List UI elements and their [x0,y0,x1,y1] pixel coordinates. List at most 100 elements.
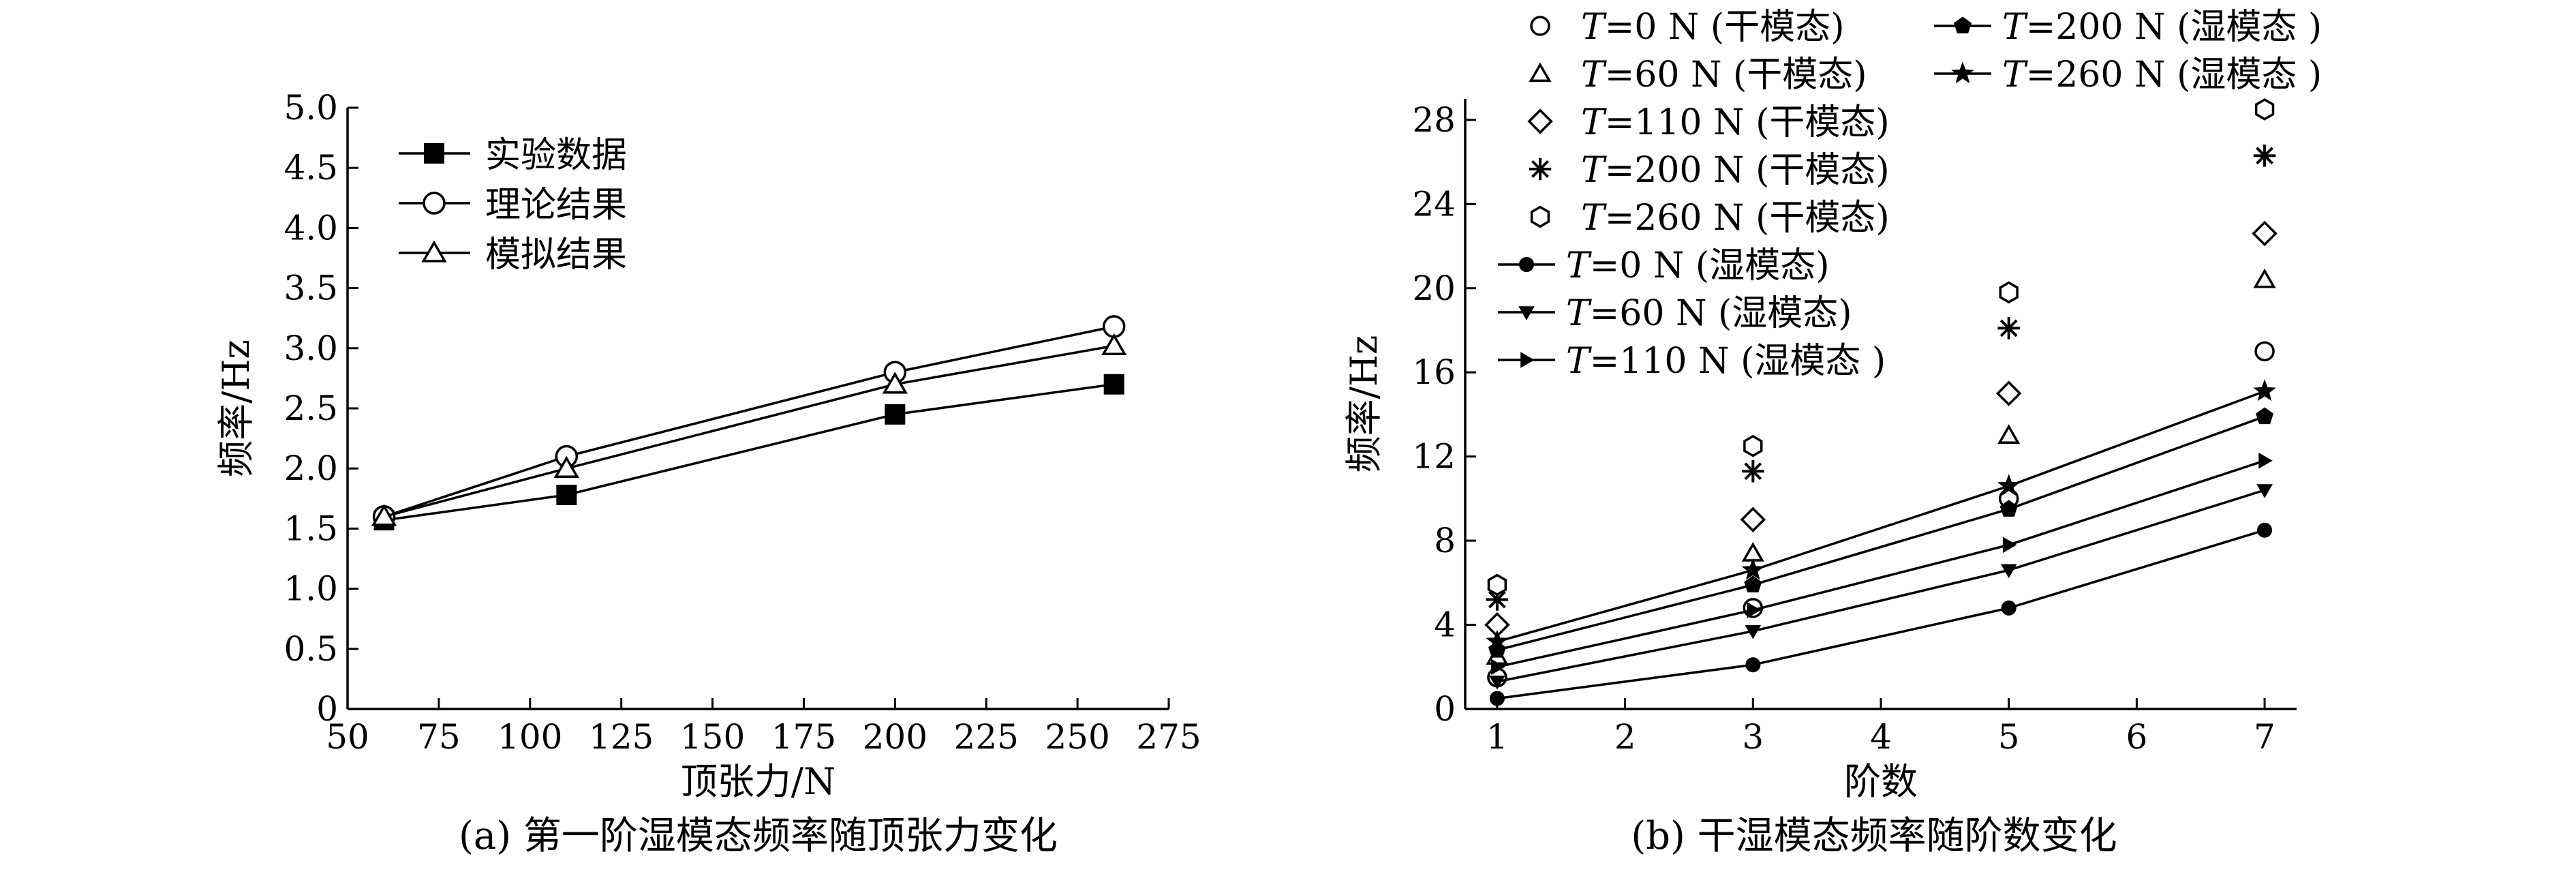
y-tick-label: 0 [316,689,338,729]
x-tick-label: 275 [1136,717,1201,757]
legend-marker [1951,61,1974,84]
legend-marker [1530,16,1550,36]
x-tick-label: 100 [497,717,562,757]
legend-item: T=0 N (干模态) [1530,7,1844,48]
legend-label-italic: T [1581,198,1607,239]
legend-item: 理论结果 [399,185,627,226]
chart-a: 50 75 100 125 150 175 200 225 250 275 0 0.5 1.0 1.5 2.… [215,88,1201,858]
series-1 [373,374,1124,531]
figure-caption: (b) 干湿模态频率随阶数变化 [1631,814,2117,858]
series-1 [1487,341,2275,688]
legend-marker [423,192,446,215]
legend-label: T=0 N (湿模态) [1566,245,1829,286]
legend-marker [1530,205,1550,228]
series-6 [1489,522,2273,706]
legend-marker [1518,256,1535,273]
legend-label-italic: T [2002,7,2028,48]
series-line [1497,390,2265,643]
series-4 [1486,145,2276,611]
series-3 [1484,220,2278,638]
y-tick-label: 3.5 [283,269,338,308]
legend-label: T=60 N (干模态) [1581,55,1867,95]
data-point [2001,600,2017,616]
asterisk-stroke [2256,147,2273,165]
legend-marker [424,143,444,164]
legend-label: T=110 N (湿模态 ) [1566,341,1886,382]
data-point [2000,564,2017,578]
legend-label: T=200 N (干模态) [1581,150,1890,191]
x-tick-label: 150 [680,717,745,757]
legend-label-italic: T [1566,293,1592,334]
y-tick-label: 24 [1412,184,1456,224]
data-point [1747,602,1761,618]
data-point [1486,629,1509,652]
legend-label-italic: T [1581,102,1607,143]
legend-label-italic: T [1581,55,1607,95]
y-tick-label: 3.0 [283,329,338,368]
data-point [2254,341,2275,362]
data-point [1741,542,1764,562]
legend-label-rest: =60 N (干模态) [1605,55,1867,95]
legend-marker [421,240,447,262]
legend-item: T=60 N (湿模态) [1498,293,1852,334]
y-tick-label: 2.5 [283,389,338,428]
data-point [1999,281,2019,304]
y-axis-label: 频率/Hz [1343,335,1385,473]
data-point [2257,522,2273,538]
x-tick-label: 3 [1742,717,1764,757]
y-tick-label: 28 [1412,100,1456,140]
data-point [882,372,908,394]
data-point [371,504,397,526]
legend-label-rest: =260 N (湿模态 ) [2026,55,2322,95]
data-point [885,404,906,425]
data-point [1103,374,1124,395]
legend-label-rest: =260 N (干模态) [1605,198,1890,239]
asterisk-stroke [1488,590,1506,609]
data-point [2253,268,2276,288]
legend: T=0 N (干模态)T=60 N (干模态)T=110 N (干模态)T=20… [1498,7,2322,382]
legend-label: 模拟结果 [485,235,627,275]
data-point [556,485,577,506]
x-tick-label: 1 [1486,717,1508,757]
series-line [384,382,1114,522]
legend-marker [1518,306,1535,320]
legend-marker [1527,108,1553,134]
legend-label: T=60 N (湿模态) [1566,293,1852,334]
y-tick-label: 1.5 [283,509,338,548]
legend-label-italic: T [1566,245,1592,286]
x-axis-label: 顶张力/N [681,760,835,803]
legend-label-italic: T [1581,150,1607,191]
x-tick-label: 75 [417,717,461,757]
data-point [2258,453,2273,469]
data-point [1999,500,2018,517]
x-tick-label: 4 [1870,717,1892,757]
data-point [1740,507,1766,532]
legend-marker [1529,62,1552,82]
legend-item: T=260 N (干模态) [1530,198,1890,239]
legend-label-rest: =0 N (干模态) [1605,7,1845,48]
data-point [1745,657,1761,673]
data-point [1745,625,1762,639]
legend-label-rest: =110 N (湿模态 ) [1590,341,1886,382]
y-tick-label: 0 [1434,689,1456,729]
x-tick-label: 175 [771,717,836,757]
x-axis-label: 阶数 [1844,760,1918,803]
y-tick-label: 5.0 [283,88,338,127]
data-point [1487,573,1507,596]
x-tick-label: 250 [1045,717,1109,757]
legend-label-rest: =110 N (干模态) [1605,102,1890,143]
y-tick-label: 4.0 [283,208,338,247]
legend-marker [1529,157,1552,181]
legend-label: T=0 N (干模态) [1581,7,1844,48]
legend-label: T=200 N (湿模态 ) [2002,7,2322,48]
series-line [1497,529,2265,700]
x-tick-label: 6 [2126,717,2147,757]
legend-label-rest: =200 N (湿模态 ) [2026,7,2322,48]
data-point [1491,659,1505,676]
data-point [1997,474,2021,496]
asterisk-stroke [1744,462,1762,481]
legend-label: 理论结果 [485,185,627,226]
y-tick-label: 12 [1412,437,1456,477]
x-tick-label: 125 [589,717,654,757]
legend-item: 模拟结果 [399,235,627,275]
